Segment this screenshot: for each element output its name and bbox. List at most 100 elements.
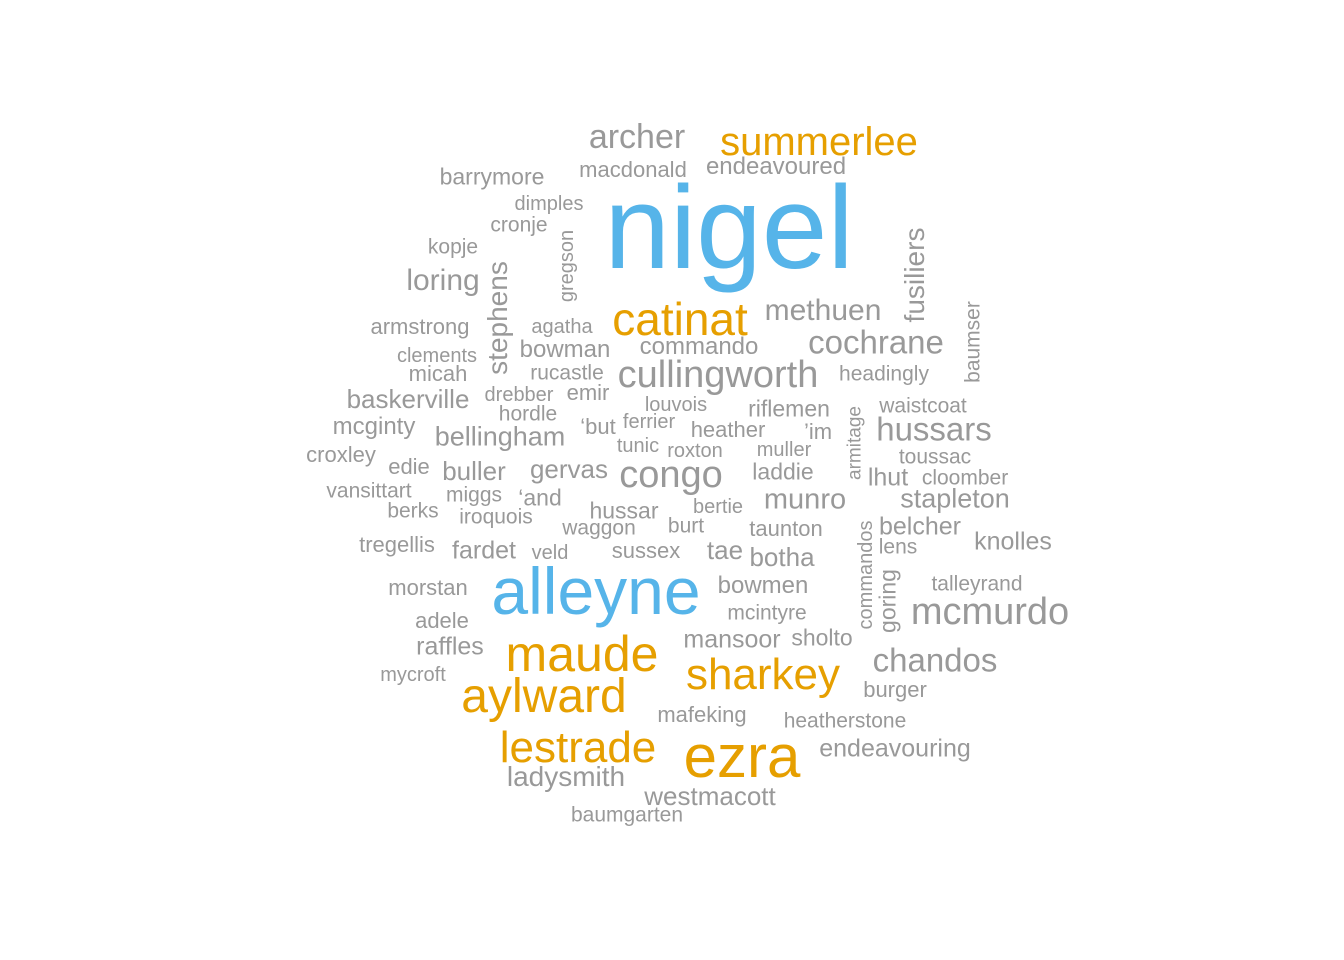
word-mansoor: mansoor (683, 625, 781, 654)
word-raffles: raffles (416, 632, 484, 661)
word-micah: micah (408, 361, 468, 386)
word-mafeking: mafeking (657, 702, 747, 727)
word-knolles: knolles (974, 527, 1052, 556)
word-barrymore: barrymore (439, 163, 545, 190)
word-ferrier: ferrier (622, 411, 676, 433)
word-veld: veld (531, 542, 569, 564)
word-headingly: headingly (839, 362, 929, 386)
word-westmacott: westmacott (644, 781, 776, 811)
word-armstrong: armstrong (370, 314, 470, 339)
word-baskerville: baskerville (346, 384, 470, 414)
word-kopje: kopje (427, 235, 479, 259)
word-munro: munro (763, 483, 847, 516)
word-emir: emir (566, 380, 610, 405)
word-vansittart: vansittart (326, 479, 412, 503)
word-croxley: croxley (306, 442, 376, 467)
word-agatha: agatha (531, 316, 593, 338)
word-berks: berks (387, 499, 439, 523)
word-maude: maude (505, 626, 659, 682)
word-cronje: cronje (490, 213, 548, 237)
word-bertie: bertie (692, 496, 744, 518)
word-baumser: baumser (961, 301, 985, 383)
word-and: ‘and (518, 484, 562, 511)
word-archer: archer (588, 118, 686, 156)
word-belcher: belcher (879, 512, 961, 541)
word-methuen: methuen (764, 294, 882, 327)
word-hordle: hordle (498, 402, 558, 426)
word-but: ‘but (580, 414, 616, 439)
word-lens: lens (878, 535, 918, 559)
word-talleyrand: talleyrand (931, 572, 1023, 596)
word-edie: edie (388, 454, 430, 479)
word-fusiliers: fusiliers (899, 227, 930, 323)
word-loring: loring (406, 264, 480, 297)
word-endeavoured: endeavoured (705, 153, 847, 180)
word-dimples: dimples (514, 193, 584, 215)
word-adele: adele (415, 608, 469, 633)
word-alleyne: alleyne (491, 554, 701, 628)
word-toussac: toussac (898, 445, 972, 469)
word-bellingham: bellingham (434, 421, 566, 452)
word-laddie: laddie (752, 458, 814, 485)
word-mcmurdo: mcmurdo (910, 591, 1070, 633)
word-tunic: tunic (616, 435, 660, 457)
word-riflemen: riflemen (748, 395, 830, 422)
word-hussars: hussars (876, 410, 992, 448)
word-burger: burger (863, 677, 927, 702)
word-fardet: fardet (452, 536, 516, 565)
word-congo: congo (619, 454, 723, 496)
word-mcintyre: mcintyre (727, 601, 807, 625)
word-cullingworth: cullingworth (617, 354, 819, 396)
word-lhut: lhut (867, 463, 909, 492)
word-chandos: chandos (872, 641, 998, 679)
word-burt: burt (667, 514, 705, 538)
word-taunton: taunton (749, 516, 823, 541)
word-bowman: bowman (519, 336, 611, 363)
word-ladysmith: ladysmith (506, 761, 626, 792)
word-waggon: waggon (562, 516, 636, 540)
word-iroquois: iroquois (459, 505, 533, 529)
word-cochrane: cochrane (808, 323, 944, 361)
word-sholto: sholto (791, 624, 853, 651)
word-heatherstone: heatherstone (783, 709, 907, 733)
word-botha: botha (749, 542, 815, 572)
word-miggs: miggs (445, 483, 503, 507)
word-waistcoat: waistcoat (879, 394, 967, 418)
word-clements: clements (396, 345, 478, 367)
word-macdonald: macdonald (579, 157, 687, 182)
word-ezra: ezra (683, 723, 801, 790)
word-heather: heather (690, 417, 766, 442)
word-rucastle: rucastle (530, 361, 604, 385)
word-catinat: catinat (612, 293, 748, 345)
word-mycroft: mycroft (380, 664, 446, 686)
word-lestrade: lestrade (499, 723, 657, 772)
word-stapleton: stapleton (900, 483, 1010, 514)
word-buller: buller (442, 456, 506, 486)
word-tae: tae (706, 535, 744, 565)
word-summerlee: summerlee (720, 120, 918, 164)
word-gervas: gervas (529, 454, 609, 484)
word-gregson: gregson (556, 229, 578, 303)
word-louvois: louvois (644, 394, 708, 416)
word-baumgarten: baumgarten (570, 803, 684, 827)
word-mcginty: mcginty (332, 413, 416, 440)
word-armitage: armitage (844, 406, 866, 480)
word-commandos: commandos (855, 520, 877, 630)
word-sussex: sussex (611, 538, 681, 563)
word-stephens: stephens (482, 261, 513, 375)
word-cloomber: cloomber (921, 466, 1009, 490)
word-bowmen: bowmen (717, 572, 809, 599)
word-muller: muller (756, 439, 812, 461)
word-hussar: hussar (589, 497, 659, 524)
word-im: ’im (803, 419, 833, 444)
word-endeavouring: endeavouring (819, 734, 971, 763)
word-tregellis: tregellis (359, 532, 435, 557)
word-goring: goring (874, 569, 901, 633)
word-roxton: roxton (667, 440, 723, 462)
word-commando: commando (639, 333, 759, 360)
word-morstan: morstan (388, 575, 468, 600)
word-nigel: nigel (604, 162, 854, 294)
word-aylward: aylward (461, 670, 627, 723)
word-sharkey: sharkey (685, 650, 841, 699)
